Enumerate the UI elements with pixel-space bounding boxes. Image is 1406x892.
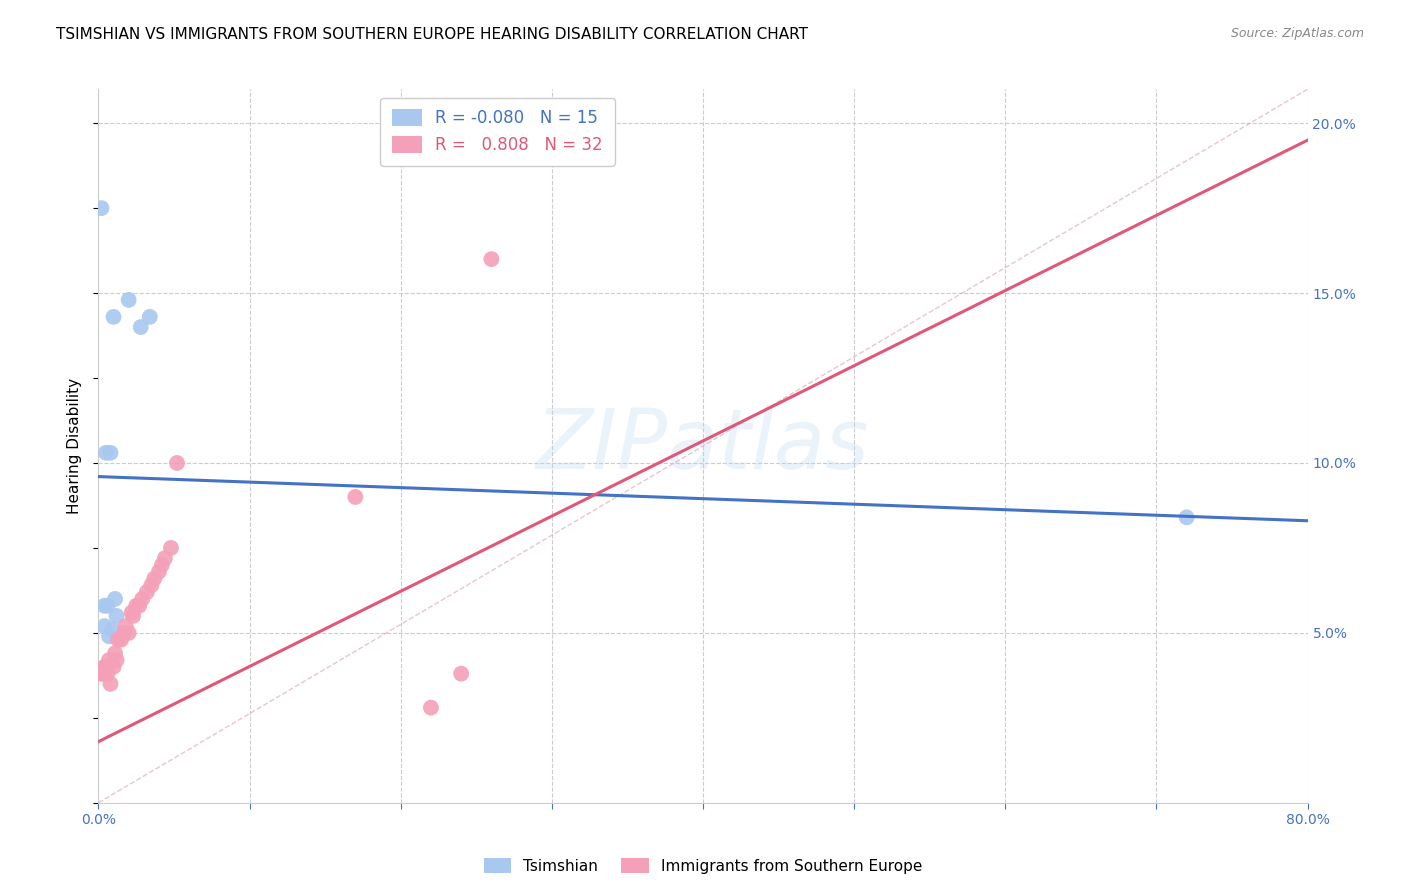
Point [481,252,503,266]
Point [101,623,124,637]
Point [129,320,152,334]
Point [107,632,129,647]
Point [135,585,157,599]
Point [121,606,143,620]
Point [1175,510,1198,524]
Point [150,558,173,572]
Point [148,565,170,579]
Point [128,599,150,613]
Legend: Tsimshian, Immigrants from Southern Europe: Tsimshian, Immigrants from Southern Euro… [478,852,928,880]
Text: TSIMSHIAN VS IMMIGRANTS FROM SOUTHERN EUROPE HEARING DISABILITY CORRELATION CHAR: TSIMSHIAN VS IMMIGRANTS FROM SOUTHERN EU… [56,27,808,42]
Text: Source: ZipAtlas.com: Source: ZipAtlas.com [1230,27,1364,40]
Point [94,660,117,674]
Point [104,646,127,660]
Point [450,666,472,681]
Point [112,626,135,640]
Point [90,666,112,681]
Point [131,591,153,606]
Point [100,446,122,460]
Legend: R = -0.080   N = 15, R =   0.808   N = 32: R = -0.080 N = 15, R = 0.808 N = 32 [380,97,614,166]
Point [98,653,121,667]
Point [93,599,115,613]
Point [118,293,141,307]
Point [90,201,112,215]
Point [153,551,176,566]
Point [160,541,183,555]
Point [118,626,141,640]
Point [91,666,114,681]
Point [166,456,188,470]
Point [103,660,125,674]
Point [143,572,166,586]
Point [100,677,122,691]
Point [93,619,115,633]
Point [98,629,121,643]
Point [141,578,163,592]
Point [105,653,128,667]
Y-axis label: Hearing Disability: Hearing Disability [67,378,83,514]
Point [110,632,132,647]
Point [104,591,127,606]
Point [93,660,115,674]
Point [125,599,148,613]
Point [96,599,118,613]
Point [94,446,117,460]
Point [122,608,145,623]
Point [344,490,367,504]
Point [96,666,118,681]
Point [114,619,136,633]
Point [105,608,128,623]
Point [420,700,443,714]
Text: ZIPatlas: ZIPatlas [536,406,870,486]
Point [103,310,125,324]
Point [139,310,162,324]
